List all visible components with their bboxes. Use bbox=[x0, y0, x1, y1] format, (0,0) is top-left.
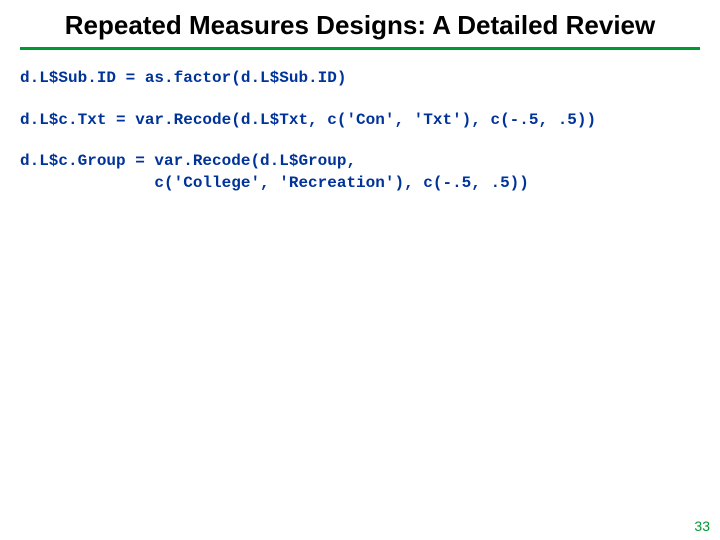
code-line-1: d.L$Sub.ID = as.factor(d.L$Sub.ID) bbox=[20, 68, 700, 90]
code-line-2: d.L$c.Txt = var.Recode(d.L$Txt, c('Con',… bbox=[20, 110, 700, 132]
title-underline bbox=[20, 47, 700, 50]
code-line-3: d.L$c.Group = var.Recode(d.L$Group, c('C… bbox=[20, 151, 700, 194]
page-number: 33 bbox=[694, 518, 710, 534]
slide-title: Repeated Measures Designs: A Detailed Re… bbox=[20, 10, 700, 41]
